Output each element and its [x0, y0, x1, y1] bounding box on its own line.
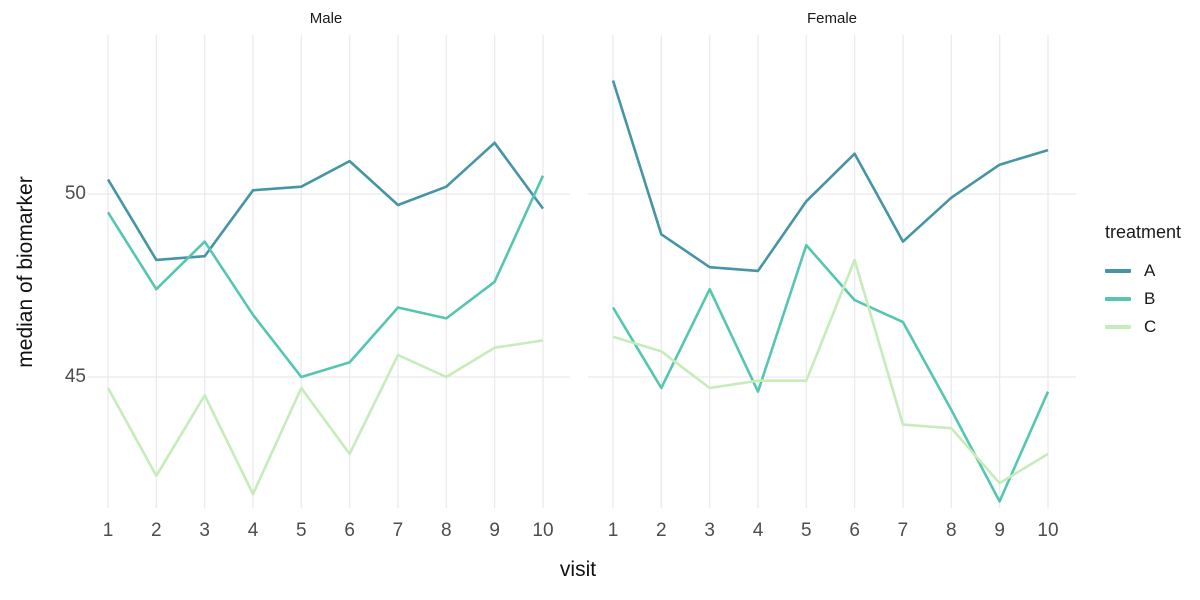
series-line-c-male	[106, 339, 544, 496]
x-tick-label: 6	[344, 520, 355, 541]
x-tick-label: 7	[392, 520, 404, 541]
x-tick-label: 1	[607, 520, 619, 541]
x-tick-label: 7	[897, 520, 909, 541]
x-tick-label: 8	[946, 520, 957, 541]
x-tick-label: 4	[247, 520, 259, 541]
x-tick-label: 8	[441, 520, 452, 541]
x-tick-label: 4	[752, 520, 764, 541]
series-line-a-male	[106, 141, 545, 262]
legend-item-c: C	[1105, 313, 1200, 341]
facet-strip-female: Female	[806, 10, 858, 27]
x-tick-label: 10	[1037, 520, 1059, 541]
y-tick-label: 50	[64, 183, 86, 204]
x-tick-label: 3	[199, 520, 210, 541]
x-tick-label: 1	[102, 520, 114, 541]
legend-label-b: B	[1144, 289, 1156, 308]
legend-title: treatment	[1105, 222, 1182, 242]
series-line-a-female	[611, 80, 1049, 273]
x-tick-label: 5	[801, 520, 812, 541]
x-tick-label: 5	[296, 520, 307, 541]
series-line-c-female	[612, 258, 1049, 485]
facet-strip-male: Male	[309, 10, 343, 27]
x-tick-label: 9	[994, 520, 1005, 541]
x-axis-title: visit	[559, 558, 597, 581]
y-tick-label: 45	[64, 366, 86, 387]
x-tick-label: 2	[151, 520, 162, 541]
legend-line-swatch-c	[1105, 325, 1131, 329]
legend-label-a: A	[1144, 261, 1156, 280]
legend: treatment A B C	[1105, 222, 1200, 341]
legend-item-b: B	[1105, 285, 1200, 313]
x-tick-label: 10	[532, 520, 554, 541]
x-tick-label: 3	[704, 520, 715, 541]
x-tick-label: 2	[656, 520, 667, 541]
x-tick-label: 9	[489, 520, 500, 541]
legend-item-a: A	[1105, 257, 1200, 285]
legend-label-c: C	[1144, 317, 1157, 336]
x-tick-label: 6	[849, 520, 860, 541]
legend-line-swatch-b	[1105, 297, 1131, 301]
series-line-b-male	[106, 175, 545, 379]
legend-line-swatch-a	[1105, 269, 1131, 273]
